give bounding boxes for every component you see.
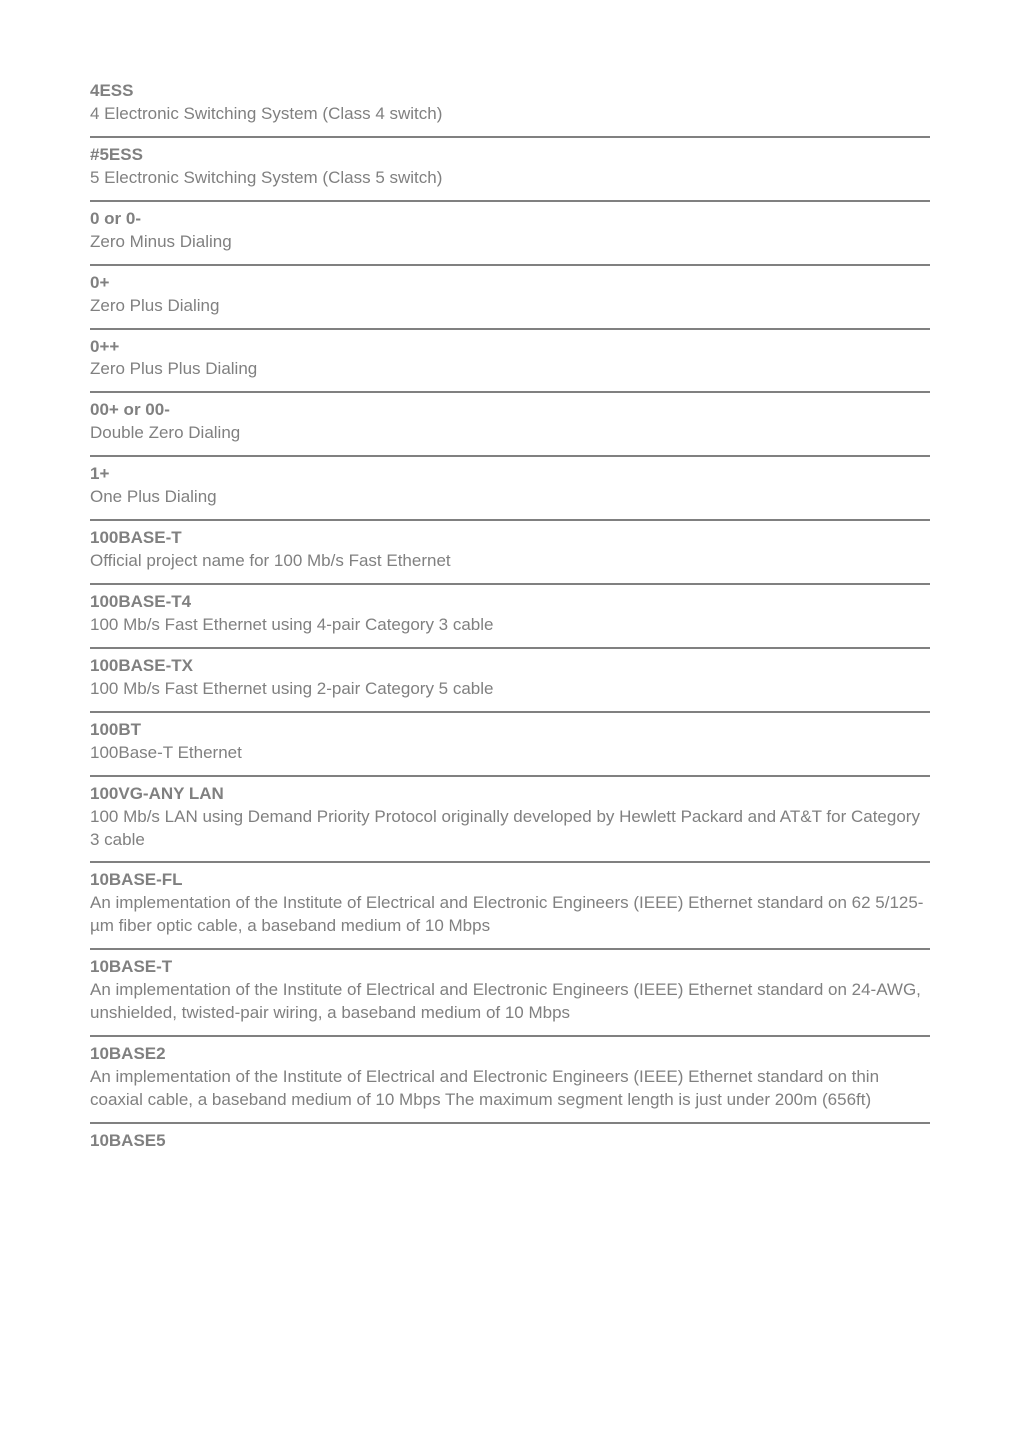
glossary-definition: An implementation of the Institute of El…: [90, 1066, 930, 1112]
glossary-term: 4ESS: [90, 80, 930, 103]
glossary-term: 100BT: [90, 719, 930, 742]
glossary-definition: Zero Plus Plus Dialing: [90, 358, 930, 381]
glossary-entry: 10BASE-TAn implementation of the Institu…: [90, 948, 930, 1035]
glossary-definition: Zero Plus Dialing: [90, 295, 930, 318]
glossary-term: #5ESS: [90, 144, 930, 167]
glossary-entry: 0 or 0-Zero Minus Dialing: [90, 200, 930, 264]
glossary-term: 0 or 0-: [90, 208, 930, 231]
glossary-entry: #5ESS5 Electronic Switching System (Clas…: [90, 136, 930, 200]
glossary-term: 100BASE-TX: [90, 655, 930, 678]
glossary-term: 100BASE-T4: [90, 591, 930, 614]
glossary-term: 10BASE-FL: [90, 869, 930, 892]
glossary-definition: 100 Mb/s Fast Ethernet using 2-pair Cate…: [90, 678, 930, 701]
glossary-entry: 10BASE5: [90, 1122, 930, 1153]
glossary-term: 10BASE2: [90, 1043, 930, 1066]
glossary-entry: 10BASE2An implementation of the Institut…: [90, 1035, 930, 1122]
glossary-entry: 1+One Plus Dialing: [90, 455, 930, 519]
glossary-term: 100BASE-T: [90, 527, 930, 550]
glossary-definition: 100 Mb/s Fast Ethernet using 4-pair Cate…: [90, 614, 930, 637]
glossary-definition: 5 Electronic Switching System (Class 5 s…: [90, 167, 930, 190]
glossary-definition: 100 Mb/s LAN using Demand Priority Proto…: [90, 806, 930, 852]
glossary-entry: 00+ or 00-Double Zero Dialing: [90, 391, 930, 455]
glossary-definition: Double Zero Dialing: [90, 422, 930, 445]
glossary-entry: 4ESS4 Electronic Switching System (Class…: [90, 80, 930, 136]
glossary-term: 100VG-ANY LAN: [90, 783, 930, 806]
glossary-entry: 0++Zero Plus Plus Dialing: [90, 328, 930, 392]
glossary-entry: 100BASE-T4100 Mb/s Fast Ethernet using 4…: [90, 583, 930, 647]
glossary-term: 0+: [90, 272, 930, 295]
glossary-list: 4ESS4 Electronic Switching System (Class…: [90, 80, 930, 1153]
glossary-definition: An implementation of the Institute of El…: [90, 979, 930, 1025]
glossary-term: 10BASE-T: [90, 956, 930, 979]
glossary-entry: 10BASE-FLAn implementation of the Instit…: [90, 861, 930, 948]
glossary-entry: 100BT100Base-T Ethernet: [90, 711, 930, 775]
glossary-definition: Zero Minus Dialing: [90, 231, 930, 254]
glossary-entry: 0+Zero Plus Dialing: [90, 264, 930, 328]
glossary-definition: 100Base-T Ethernet: [90, 742, 930, 765]
glossary-definition: Official project name for 100 Mb/s Fast …: [90, 550, 930, 573]
glossary-term: 1+: [90, 463, 930, 486]
glossary-definition: One Plus Dialing: [90, 486, 930, 509]
glossary-term: 0++: [90, 336, 930, 359]
glossary-entry: 100BASE-TX100 Mb/s Fast Ethernet using 2…: [90, 647, 930, 711]
glossary-entry: 100VG-ANY LAN100 Mb/s LAN using Demand P…: [90, 775, 930, 862]
glossary-definition: 4 Electronic Switching System (Class 4 s…: [90, 103, 930, 126]
glossary-definition: An implementation of the Institute of El…: [90, 892, 930, 938]
glossary-entry: 100BASE-TOfficial project name for 100 M…: [90, 519, 930, 583]
glossary-term: 10BASE5: [90, 1130, 930, 1153]
glossary-term: 00+ or 00-: [90, 399, 930, 422]
